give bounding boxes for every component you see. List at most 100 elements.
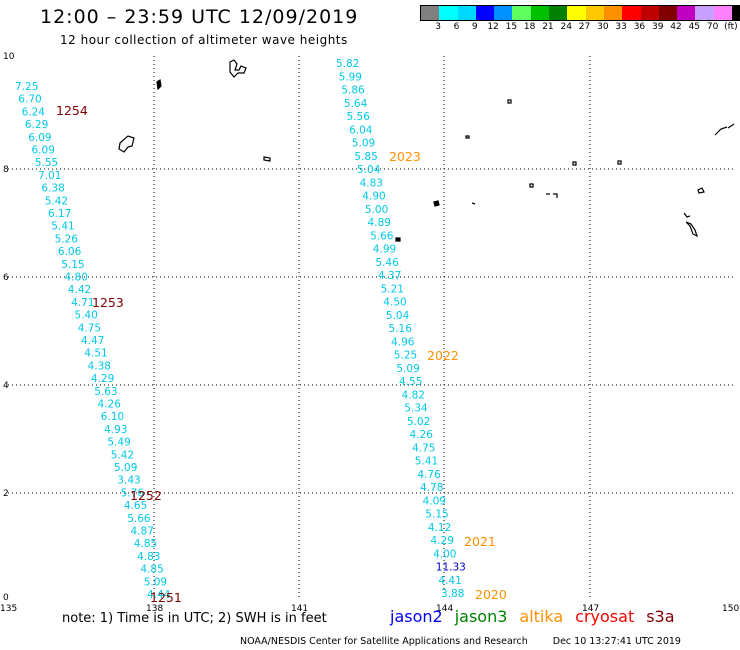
wave-height-label: 5.40 xyxy=(74,310,97,322)
island xyxy=(714,123,735,136)
legend-jason2: jason2 xyxy=(390,607,443,626)
wave-height-label: 4.47 xyxy=(81,335,104,347)
wave-height-label: 5.09 xyxy=(396,363,419,375)
island xyxy=(529,183,534,188)
wave-height-label: 5.09 xyxy=(144,576,167,588)
wave-height-label: 4.80 xyxy=(65,272,88,284)
wave-height-label: 3.88 xyxy=(441,588,464,600)
wave-height-label: 5.42 xyxy=(111,449,134,461)
x-tick-label: 141 xyxy=(291,604,308,614)
y-tick-label: 4 xyxy=(3,381,9,391)
wave-height-label: 4.29 xyxy=(91,373,114,385)
y-tick-label: 8 xyxy=(3,165,9,175)
colorbar-labels: 3 6 9 12 15 18 21 24 27 30 33 36 39 42 45 70 (ft) xyxy=(420,22,740,32)
page-title: 12:00 – 23:59 UTC 12/09/2019 xyxy=(40,6,359,28)
track-time-label: 2020 xyxy=(475,587,507,602)
colorbar-label: 27 xyxy=(578,22,591,32)
wave-height-label: 5.49 xyxy=(107,437,130,449)
wave-height-label: 5.86 xyxy=(341,85,365,97)
island xyxy=(465,135,470,139)
wave-height-label: 5.15 xyxy=(425,509,448,521)
wave-height-label: 4.12 xyxy=(428,522,451,534)
wave-height-label: 4.51 xyxy=(84,348,107,360)
colorbar-swatch xyxy=(530,6,550,20)
wave-height-label: 5.82 xyxy=(336,58,359,70)
wave-height-label: 4.83 xyxy=(137,551,160,563)
wave-height-label: 4.50 xyxy=(383,297,406,309)
legend-cryosat: cryosat xyxy=(575,607,635,626)
track-time-label: 2023 xyxy=(389,149,421,164)
x-tick-label: 144 xyxy=(436,604,453,614)
wave-height-label: 6.70 xyxy=(18,94,41,106)
wave-height-label: 4.75 xyxy=(78,322,101,334)
legend-altika: altika xyxy=(519,607,564,626)
wave-height-label: 5.46 xyxy=(375,257,399,269)
wave-height-label: 5.56 xyxy=(347,111,371,123)
wave-height-label: 4.42 xyxy=(68,284,91,296)
wave-height-label: 4.38 xyxy=(88,360,111,372)
wave-height-label: 6.24 xyxy=(22,106,46,118)
legend-jason3: jason3 xyxy=(454,607,508,626)
colorbar-swatch xyxy=(695,6,714,20)
wave-height-label: 6.17 xyxy=(48,208,71,220)
page-subtitle: 12 hour collection of altimeter wave hei… xyxy=(60,33,348,47)
colorbar-label: 70 xyxy=(706,22,719,32)
x-tick-label: 135 xyxy=(0,604,17,614)
wave-height-label: 6.06 xyxy=(58,246,82,258)
wave-height-label: 11.33 xyxy=(436,562,466,574)
y-tick-label: 2 xyxy=(3,489,9,499)
wave-height-label: 5.21 xyxy=(381,283,404,295)
wave-height-label: 5.00 xyxy=(365,204,388,216)
island xyxy=(507,99,512,104)
island xyxy=(685,221,699,238)
wave-height-label: 6.29 xyxy=(25,119,48,131)
wave-height-label: 4.26 xyxy=(410,429,434,441)
wave-height-label: 4.75 xyxy=(412,442,435,454)
wave-height-label: 4.29 xyxy=(431,535,454,547)
wave-height-label: 6.09 xyxy=(32,145,55,157)
wave-height-label: 5.04 xyxy=(386,310,410,322)
track-time-label: 2021 xyxy=(464,534,496,549)
wave-height-label: 5.55 xyxy=(35,157,58,169)
wave-height-label: 7.25 xyxy=(15,81,38,93)
wave-height-label: 4.85 xyxy=(140,564,163,576)
colorbar-swatch xyxy=(421,6,440,20)
wave-height-label: 4.76 xyxy=(417,469,441,481)
note-text: note: 1) Time is in UTC; 2) SWH is in fe… xyxy=(62,611,327,626)
satellite-legend: jason2 jason3 altika cryosat s3a xyxy=(378,607,675,626)
colorbar-label: 9 xyxy=(471,22,478,32)
island xyxy=(617,160,622,165)
wave-height-label: 7.01 xyxy=(38,170,61,182)
wave-height-label: 3.43 xyxy=(117,475,140,487)
colorbar-swatch xyxy=(457,6,476,20)
colorbar-label: 45 xyxy=(688,22,701,32)
wave-height-label: 4.55 xyxy=(399,376,422,388)
track-time-label: 1252 xyxy=(130,488,162,503)
y-tick-label: 0 xyxy=(3,593,9,603)
colorbar-swatch xyxy=(494,6,513,20)
wave-height-label: 4.26 xyxy=(98,399,122,411)
wave-height-label: 6.10 xyxy=(101,411,124,423)
wave-height-label: 5.76 xyxy=(121,487,145,499)
colorbar-label: 18 xyxy=(523,22,536,32)
colorbar-label: 3 xyxy=(435,22,442,32)
wave-height-label: 5.15 xyxy=(61,259,84,271)
x-tick-label: 150 xyxy=(722,604,739,614)
x-tick-label: 138 xyxy=(146,604,163,614)
wave-height-label: 6.09 xyxy=(28,132,51,144)
track-time-label: 1251 xyxy=(150,590,182,605)
footer-timestamp: Dec 10 13:27:41 UTC 2019 xyxy=(552,636,681,647)
x-tick-label: 147 xyxy=(582,604,599,614)
wave-height-label: 5.02 xyxy=(407,416,430,428)
colorbar xyxy=(420,5,740,21)
colorbar-label: 12 xyxy=(487,22,499,32)
y-tick-label: 10 xyxy=(3,52,15,62)
wave-height-label: 4.71 xyxy=(71,297,94,309)
colorbar-swatch xyxy=(475,6,495,20)
wave-height-label: 4.83 xyxy=(360,177,383,189)
colorbar-swatch xyxy=(658,6,678,20)
wave-height-label: 4.85 xyxy=(134,538,157,550)
wave-height-label: 5.04 xyxy=(357,164,381,176)
island xyxy=(572,161,577,166)
colorbar-swatch xyxy=(439,6,458,20)
